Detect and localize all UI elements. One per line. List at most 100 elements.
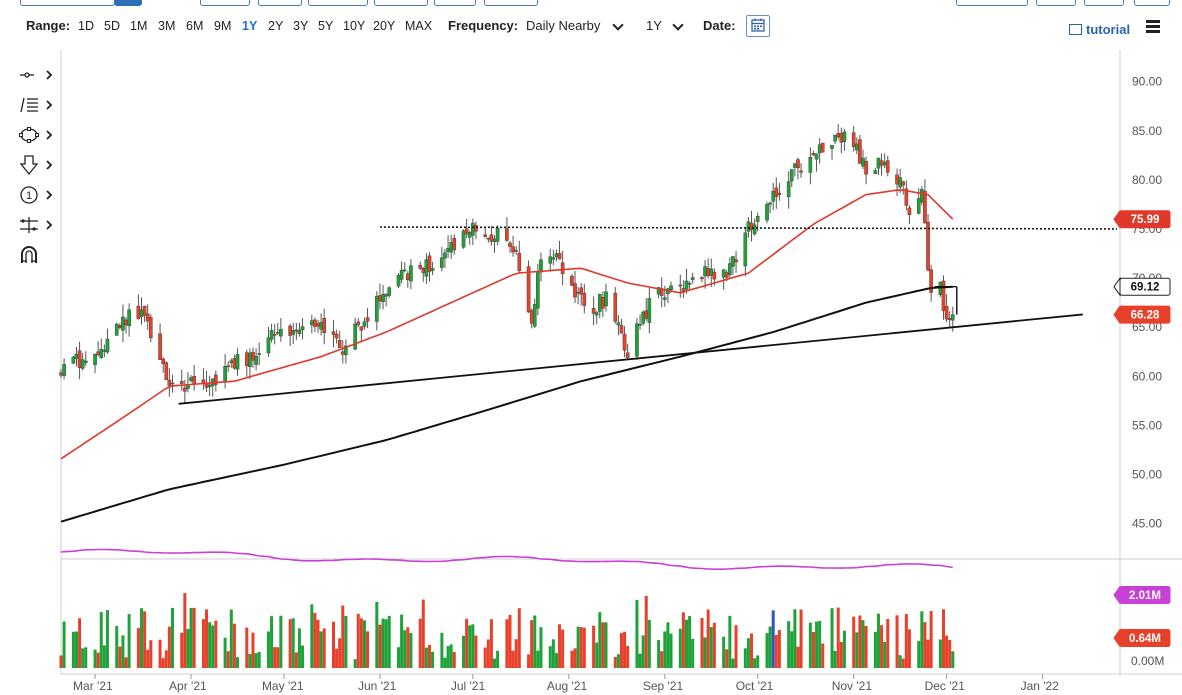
range-1d[interactable]: 1D [78,19,94,33]
candle-body [384,294,388,297]
tutorial-link[interactable]: tutorial [1086,22,1131,37]
y-tick-label: 55.00 [1132,418,1162,432]
tool-arrow[interactable] [18,154,58,184]
tab-stub[interactable] [1036,0,1076,6]
volume-bar [700,618,704,668]
long-moving-average-line [60,285,953,523]
volume-bar [561,629,565,668]
candle-body [926,221,930,271]
volume-bar [799,609,803,668]
tool-crosshair[interactable] [18,64,58,94]
tool-fibonacci[interactable] [18,94,58,124]
volume-bar [623,631,627,668]
candle-body [269,330,274,340]
svg-text:1: 1 [26,190,32,202]
range-2y[interactable]: 2Y [268,19,284,33]
date-label: Date: [703,18,736,33]
volume-bar [771,610,775,668]
candle-body [443,252,447,259]
candle-body [316,323,320,327]
y-tick-label: 60.00 [1132,369,1162,383]
calendar-button[interactable] [746,15,770,37]
volume-bar [201,619,205,668]
period-select[interactable]: 1Y [646,18,662,33]
candle-body [774,187,779,197]
range-3m[interactable]: 3M [158,19,176,33]
candle-body [486,237,491,240]
candle-body [700,277,704,280]
tool-number-marker[interactable]: 1 [18,184,58,214]
volume-bar [815,621,819,668]
volume-bar [886,619,890,668]
candle-body [430,268,435,271]
volume-bar [703,637,707,668]
volume-bar [102,645,106,668]
volume-bar [533,615,537,668]
volume-bar [232,623,236,668]
volume-bar [211,625,215,668]
volume-bar [387,615,391,668]
candle-body [254,355,258,365]
candle-body [817,144,822,154]
volume-bar [895,615,899,668]
volume-tick-label: 0.00M [1131,654,1164,668]
candle-body [127,309,131,327]
range-max[interactable]: MAX [405,19,433,33]
y-tick-label: 85.00 [1132,124,1162,138]
range-6m[interactable]: 6M [186,19,204,33]
candle-body [118,325,122,329]
candle-body [105,338,110,353]
volume-bar [551,639,555,668]
volume-bar [595,642,599,668]
tab-stub[interactable] [308,0,368,6]
range-9m[interactable]: 9M [214,19,232,33]
magnet-icon [21,246,37,263]
range-20y[interactable]: 20Y [373,19,396,33]
tab-stub[interactable] [956,0,1028,6]
volume-bar [669,633,673,668]
range-1y[interactable]: 1Y [242,19,258,33]
candle-body [573,283,577,298]
tool-magnet[interactable] [18,244,58,274]
tool-measure[interactable] [18,214,58,244]
tab-stub[interactable] [200,0,250,6]
volume-bar [431,651,435,668]
volume-bar [923,622,927,668]
tab-stub[interactable] [434,0,476,6]
candle-body [904,188,909,206]
candle-body [551,257,556,260]
candle-body [179,381,184,384]
volume-bar [115,625,119,668]
tab-stub[interactable] [114,0,142,6]
volume-bar [808,622,812,668]
tab-stub[interactable] [258,0,302,6]
volume-bar [907,629,911,668]
candle-body [183,387,187,392]
tab-stub[interactable] [484,0,538,6]
tab-stub[interactable] [374,0,428,6]
range-1m[interactable]: 1M [130,19,148,33]
candle-body [789,169,794,182]
menu-icon[interactable] [1146,20,1160,33]
range-5d[interactable]: 5D [104,19,120,33]
volume-bar [468,625,472,668]
volume-bar [276,647,280,668]
tab-stub[interactable] [1084,0,1124,6]
candle-body [663,297,667,300]
tutorial-icon[interactable] [1069,24,1082,35]
range-3y[interactable]: 3Y [293,19,309,33]
frequency-select[interactable]: Daily Nearby [526,18,601,33]
volume-bar [127,614,131,668]
candle-body [526,266,531,313]
candle-body [251,351,255,361]
x-tick-label: Dec '21 [925,679,966,693]
y-tick-label: 50.00 [1132,468,1162,482]
range-5y[interactable]: 5Y [318,19,334,33]
volume-bar [768,626,772,668]
range-10y[interactable]: 10Y [343,19,366,33]
candle-body [799,170,803,173]
tool-shapes[interactable] [18,124,58,154]
volume-bar [486,639,490,668]
tab-stub[interactable] [1134,0,1170,6]
